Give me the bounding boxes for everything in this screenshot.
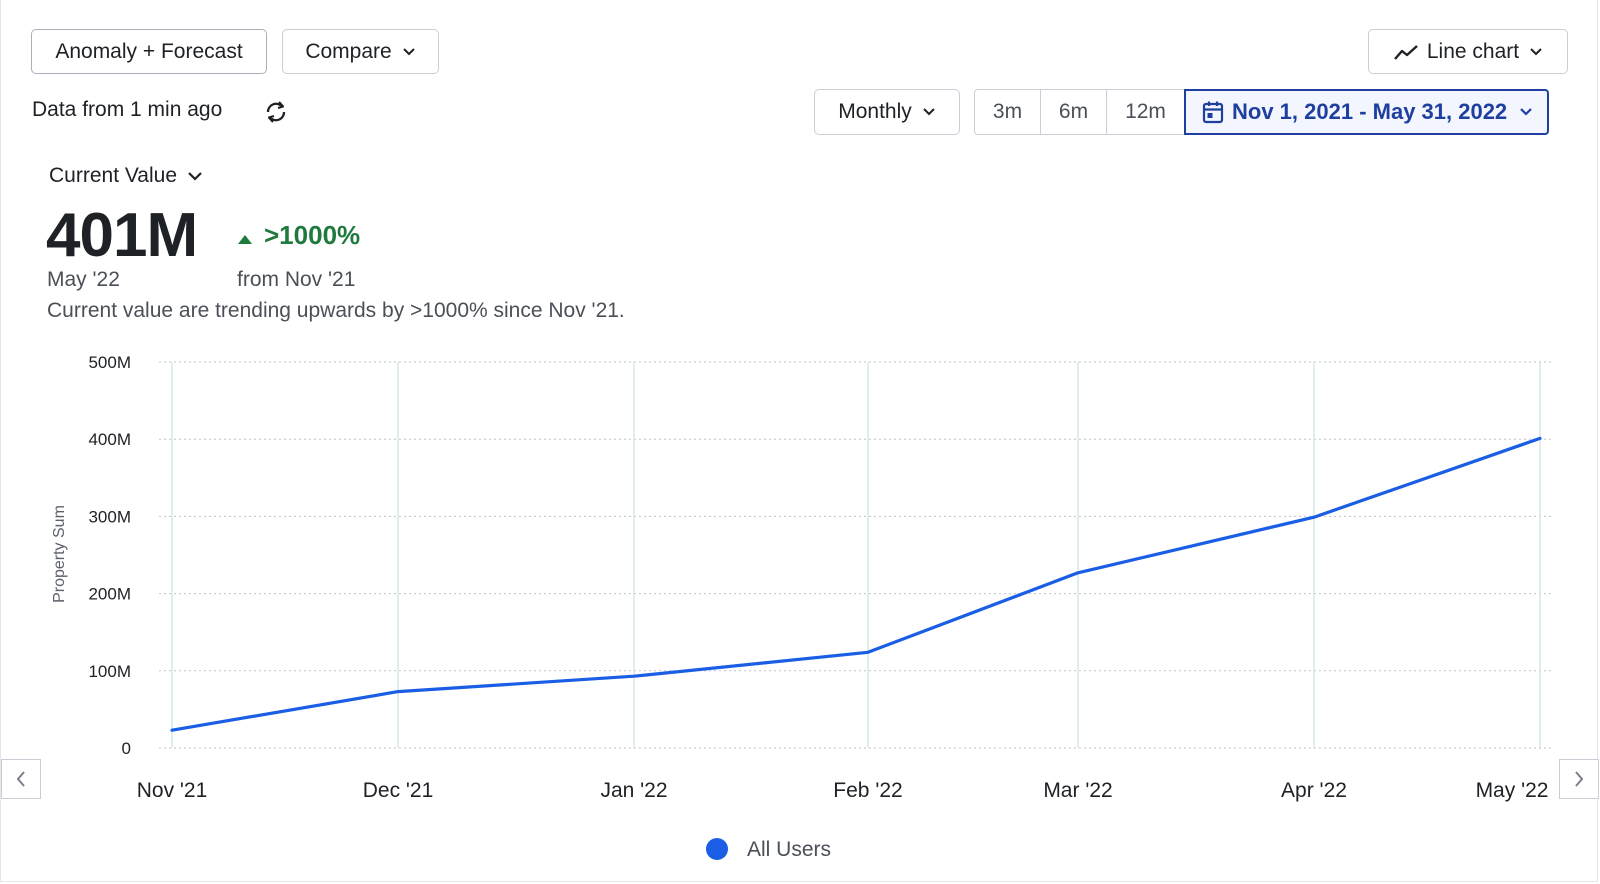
x-tick-label: Feb '22	[833, 779, 902, 802]
value-period: May '22	[47, 268, 120, 291]
chevron-down-icon	[402, 47, 415, 55]
series-line-all-users[interactable]	[170, 436, 1542, 732]
scroll-left-button[interactable]	[1, 759, 41, 799]
y-tick-label: 200M	[88, 585, 131, 604]
x-tick-label: Apr '22	[1281, 779, 1347, 802]
interval-label: Monthly	[838, 100, 912, 123]
change-percent: >1000%	[264, 220, 361, 250]
interval-dropdown[interactable]: Monthly	[814, 89, 960, 135]
line-chart-icon	[1393, 44, 1418, 60]
y-tick-label: 100M	[88, 662, 131, 681]
anomaly-forecast-button[interactable]: Anomaly + Forecast	[31, 29, 267, 74]
metric-selector[interactable]: Current Value	[49, 164, 203, 188]
range-6m-button[interactable]: 6m	[1040, 89, 1106, 135]
legend-label: All Users	[747, 838, 831, 861]
range-12m-button[interactable]: 12m	[1106, 89, 1184, 135]
y-tick-label: 500M	[88, 353, 131, 372]
chevron-down-icon	[1520, 108, 1532, 116]
range-3m-button[interactable]: 3m	[974, 89, 1040, 135]
calendar-icon	[1202, 101, 1224, 124]
y-axis-label: Property Sum	[51, 505, 68, 603]
legend-swatch	[706, 838, 728, 860]
trend-up-icon	[238, 235, 252, 244]
compare-button[interactable]: Compare	[282, 29, 439, 74]
chevron-down-icon	[188, 172, 202, 181]
chevron-down-icon	[1530, 47, 1542, 55]
x-tick-label: Mar '22	[1043, 779, 1112, 802]
anomaly-forecast-label: Anomaly + Forecast	[55, 39, 243, 63]
x-tick-label: Dec '21	[363, 779, 434, 802]
y-tick-label: 300M	[88, 507, 131, 526]
trend-description: Current value are trending upwards by >1…	[47, 299, 625, 322]
date-range-picker[interactable]: Nov 1, 2021 - May 31, 2022	[1184, 89, 1550, 135]
x-tick-label: May '22	[1476, 779, 1549, 802]
refresh-icon[interactable]	[262, 98, 290, 126]
y-tick-label: 0	[122, 739, 131, 758]
legend: All Users	[706, 838, 831, 861]
data-freshness-text: Data from 1 min ago	[32, 98, 223, 121]
change-period: from Nov '21	[237, 268, 356, 291]
chart-type-label: Line chart	[1426, 39, 1520, 63]
chevron-left-icon	[16, 771, 25, 787]
metric-selector-label: Current Value	[49, 164, 178, 187]
compare-label: Compare	[305, 39, 392, 63]
chevron-down-icon	[923, 108, 935, 116]
x-tick-label: Nov '21	[137, 779, 208, 802]
date-range-label: Nov 1, 2021 - May 31, 2022	[1232, 99, 1508, 124]
scroll-right-button[interactable]	[1559, 759, 1599, 799]
current-value: 401M	[46, 201, 198, 270]
y-tick-label: 400M	[88, 430, 131, 449]
chevron-right-icon	[1575, 771, 1584, 787]
chart-type-dropdown[interactable]: Line chart	[1368, 29, 1568, 74]
range-selector: 3m 6m 12m Nov 1, 2021 - May 31, 2022	[974, 89, 1550, 135]
x-tick-label: Jan '22	[600, 779, 667, 802]
